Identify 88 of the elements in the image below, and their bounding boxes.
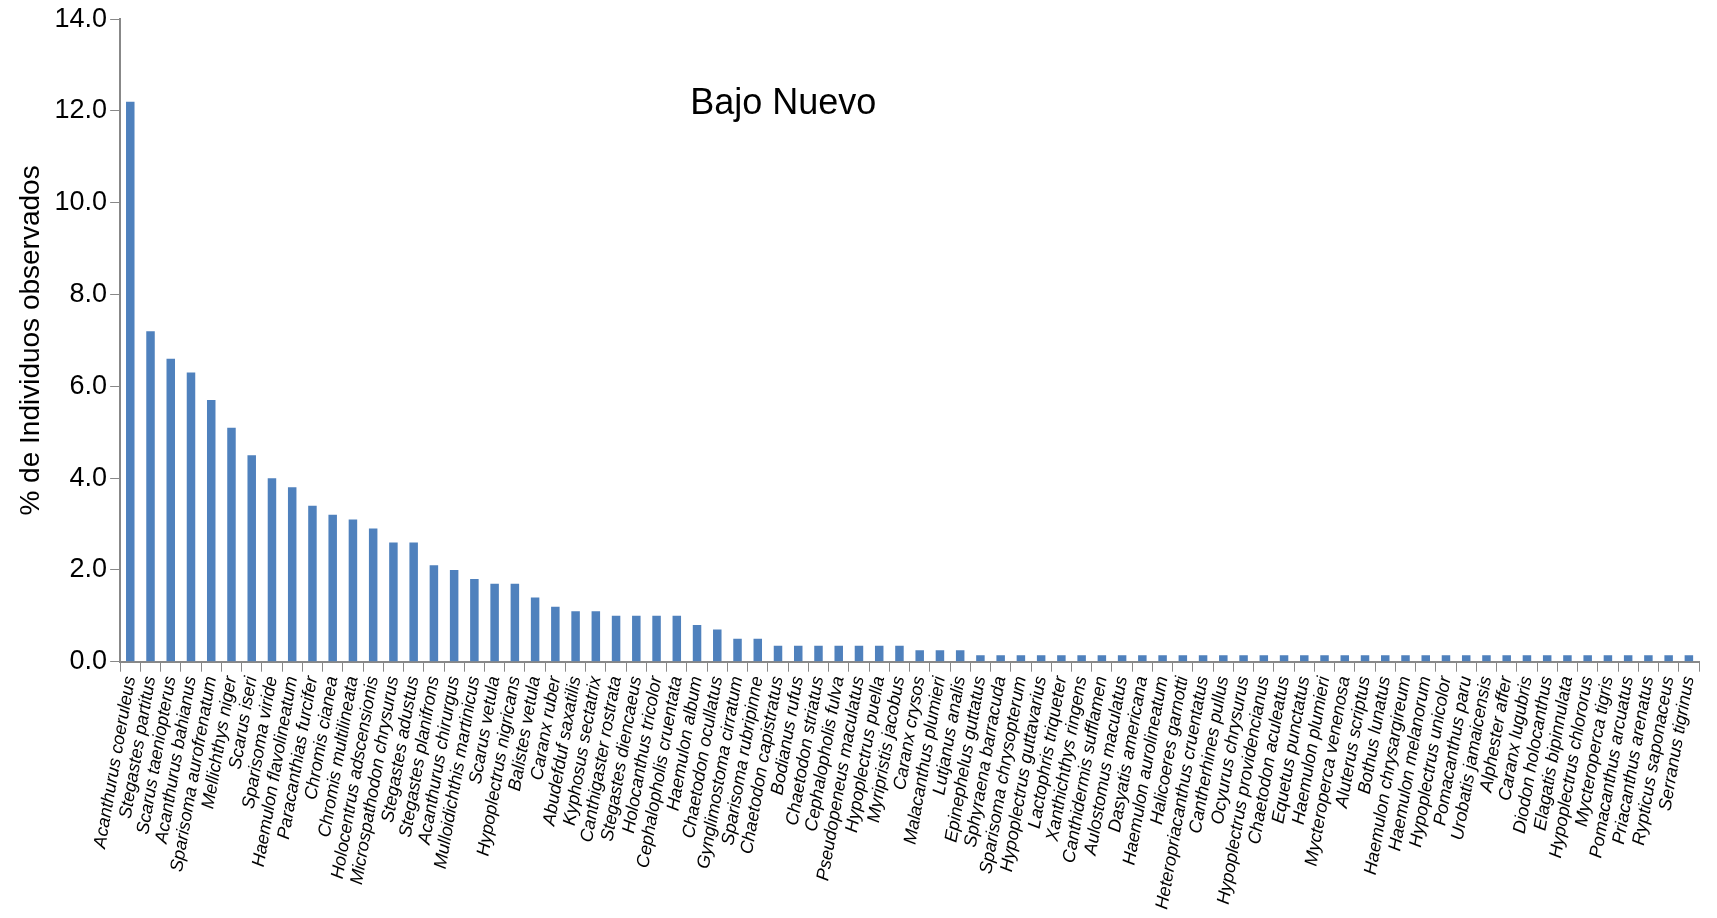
bar — [470, 579, 479, 662]
bar — [308, 505, 317, 662]
bar — [247, 455, 256, 662]
bar — [915, 650, 924, 662]
bar — [368, 528, 378, 662]
bar — [1057, 655, 1066, 662]
bar — [1097, 655, 1107, 662]
bar — [632, 615, 641, 662]
bar — [1482, 655, 1491, 662]
bar — [1603, 655, 1613, 662]
bar — [126, 101, 135, 662]
bar — [1421, 655, 1430, 662]
bar — [510, 583, 520, 662]
bar — [227, 427, 236, 662]
bar — [1664, 655, 1673, 662]
bar — [1158, 655, 1167, 662]
bar — [1320, 655, 1329, 662]
bar — [206, 400, 216, 662]
bar — [976, 655, 985, 662]
bar — [895, 645, 904, 662]
bar — [1623, 655, 1633, 662]
bar — [753, 638, 763, 662]
bar — [1381, 655, 1390, 662]
bar — [1542, 655, 1552, 662]
bar — [713, 629, 722, 662]
bar — [1461, 655, 1471, 662]
bar — [591, 611, 601, 662]
bar — [348, 519, 358, 662]
bar — [1077, 655, 1086, 662]
bar — [1117, 655, 1127, 662]
bar — [571, 611, 580, 662]
bar — [672, 615, 682, 662]
bar — [814, 645, 823, 662]
bar — [834, 645, 843, 662]
bar — [1138, 655, 1147, 662]
bar — [1016, 655, 1026, 662]
bar — [409, 542, 418, 662]
y-tick-label: 2.0 — [69, 553, 108, 584]
y-tick-label: 0.0 — [69, 645, 108, 676]
bar — [1502, 655, 1511, 662]
y-tick-label: 10.0 — [54, 186, 108, 217]
y-tick-label: 4.0 — [69, 461, 108, 492]
bar — [186, 372, 196, 662]
bar — [652, 615, 661, 662]
bar — [328, 514, 337, 662]
bar — [1178, 655, 1188, 662]
bar — [1563, 655, 1572, 662]
y-tick-label: 6.0 — [69, 369, 108, 400]
bar — [490, 583, 499, 662]
bar — [611, 615, 621, 662]
bar — [1522, 655, 1532, 662]
bar — [1198, 655, 1208, 662]
bar — [1036, 655, 1046, 662]
bar — [1644, 655, 1653, 662]
bar — [551, 606, 560, 662]
bar — [166, 358, 176, 662]
bar — [935, 650, 945, 662]
bar — [287, 487, 297, 662]
bar — [1441, 655, 1451, 662]
bar — [530, 597, 540, 662]
y-tick-label: 8.0 — [69, 278, 108, 309]
y-tick-label: 12.0 — [54, 94, 108, 125]
bar — [996, 655, 1005, 662]
bar — [267, 478, 277, 662]
bar — [449, 569, 459, 662]
bar — [1279, 655, 1289, 662]
bar — [389, 542, 398, 662]
bar — [955, 650, 965, 662]
bar — [773, 645, 783, 662]
bar — [1583, 655, 1592, 662]
bar — [1259, 655, 1269, 662]
bar — [1340, 655, 1350, 662]
bar — [794, 645, 803, 662]
bar — [854, 645, 864, 662]
bar — [429, 565, 439, 662]
bar — [1360, 655, 1370, 662]
bar — [1401, 655, 1410, 662]
bar — [146, 331, 155, 662]
text: Bajo Nuevo — [690, 81, 877, 123]
y-axis-title: % de Individuos observados — [13, 165, 45, 516]
bar — [1239, 655, 1248, 662]
bar — [692, 624, 702, 662]
bar — [874, 645, 884, 662]
bar — [1219, 655, 1228, 662]
bar — [733, 638, 742, 662]
bar — [1300, 655, 1309, 662]
bar — [1684, 655, 1694, 662]
y-tick-label: 14.0 — [54, 2, 108, 33]
